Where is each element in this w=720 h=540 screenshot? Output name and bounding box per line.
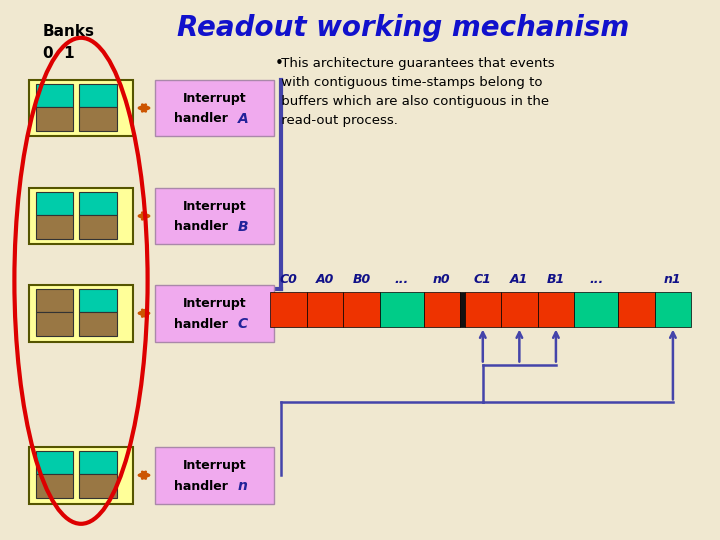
- Bar: [79, 192, 117, 215]
- Text: C: C: [238, 317, 248, 331]
- Text: Interrupt: Interrupt: [182, 459, 246, 472]
- Bar: [155, 188, 274, 244]
- Bar: [575, 292, 618, 327]
- Text: •: •: [275, 56, 284, 71]
- Bar: [79, 312, 117, 336]
- Bar: [36, 107, 73, 131]
- Text: This architecture guarantees that events
 with contiguous time-stamps belong to
: This architecture guarantees that events…: [277, 57, 555, 127]
- Bar: [423, 292, 460, 327]
- Bar: [464, 292, 501, 327]
- Text: B0: B0: [352, 273, 371, 286]
- Text: n0: n0: [433, 273, 451, 286]
- Text: Interrupt: Interrupt: [182, 297, 246, 310]
- Text: B: B: [238, 220, 248, 234]
- Text: handler: handler: [174, 112, 228, 125]
- Bar: [501, 292, 538, 327]
- Bar: [36, 215, 73, 239]
- Text: 0  1: 0 1: [43, 46, 75, 61]
- Bar: [36, 451, 73, 474]
- Text: A0: A0: [315, 273, 334, 286]
- Bar: [79, 215, 117, 239]
- Bar: [79, 475, 117, 498]
- Bar: [618, 292, 654, 327]
- Text: C0: C0: [279, 273, 297, 286]
- Text: ...: ...: [395, 273, 409, 286]
- Bar: [79, 107, 117, 131]
- Text: Interrupt: Interrupt: [182, 200, 246, 213]
- Bar: [379, 292, 423, 327]
- Bar: [307, 292, 343, 327]
- Text: A1: A1: [510, 273, 528, 286]
- Bar: [538, 292, 575, 327]
- Bar: [155, 79, 274, 136]
- Text: n1: n1: [664, 273, 682, 286]
- Text: handler: handler: [174, 318, 228, 330]
- Bar: [270, 292, 307, 327]
- Bar: [36, 312, 73, 336]
- Bar: [79, 84, 117, 107]
- Text: C1: C1: [474, 273, 492, 286]
- Text: ...: ...: [589, 273, 603, 286]
- Bar: [654, 292, 691, 327]
- Text: n: n: [238, 479, 248, 493]
- Text: handler: handler: [174, 220, 228, 233]
- Bar: [29, 188, 133, 244]
- Bar: [343, 292, 379, 327]
- Bar: [29, 285, 133, 342]
- Bar: [155, 285, 274, 342]
- Bar: [79, 289, 117, 312]
- Bar: [460, 292, 464, 327]
- Text: Readout working mechanism: Readout working mechanism: [177, 14, 629, 42]
- Text: handler: handler: [174, 480, 228, 492]
- Bar: [36, 192, 73, 215]
- Bar: [29, 447, 133, 503]
- Bar: [36, 289, 73, 312]
- Text: B1: B1: [546, 273, 565, 286]
- Bar: [36, 475, 73, 498]
- Text: Banks: Banks: [42, 24, 94, 39]
- Bar: [155, 447, 274, 503]
- Bar: [29, 79, 133, 136]
- Bar: [36, 84, 73, 107]
- Text: A: A: [238, 112, 248, 126]
- Bar: [79, 451, 117, 474]
- Text: Interrupt: Interrupt: [182, 92, 246, 105]
